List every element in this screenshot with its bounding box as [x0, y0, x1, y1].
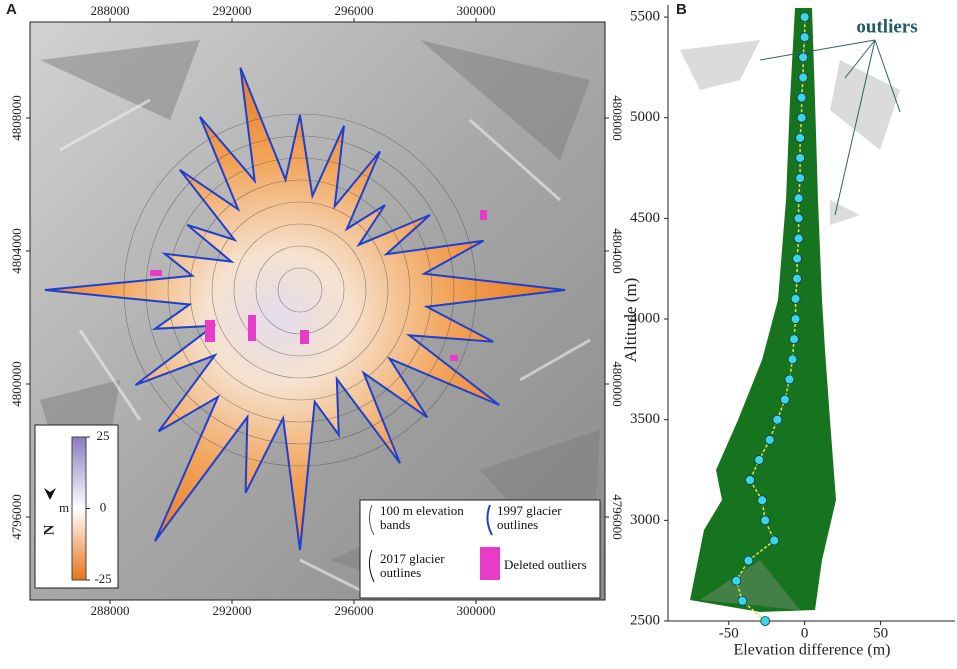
- point: [796, 92, 807, 103]
- panel-label: A: [6, 1, 17, 18]
- x-tick-label: 292000: [212, 3, 251, 18]
- legend-entry: 100 m elevation bands: [380, 503, 464, 532]
- colorbar-tick-label: 25: [97, 428, 110, 443]
- y-axis-title: Altitude (m): [621, 278, 640, 363]
- y-tick-label: 2500: [630, 612, 660, 628]
- outlier-cloud: [680, 40, 900, 610]
- point: [796, 112, 807, 123]
- elevation-band: [211, 201, 389, 379]
- panel-label: B: [676, 1, 687, 18]
- point: [760, 515, 771, 526]
- glacier: [44, 67, 566, 551]
- legend-symbol: [368, 549, 375, 583]
- elevation-band: [277, 267, 323, 313]
- y-tick-label: 4800000: [9, 361, 24, 407]
- y-tick-label: 4808000: [610, 95, 625, 141]
- x-tick-label: 296000: [334, 603, 373, 618]
- legend-entry: 1997 glacier outlines: [497, 503, 562, 532]
- point: [799, 32, 810, 43]
- point: [787, 354, 798, 365]
- y-tick-label: 5500: [630, 9, 660, 25]
- point: [793, 213, 804, 224]
- point: [795, 173, 806, 184]
- point: [737, 595, 748, 606]
- point: [790, 294, 801, 304]
- x-axis-title: Elevation difference (m): [734, 642, 891, 659]
- x-tick-label: -50: [719, 625, 739, 641]
- annotation: outliers: [856, 16, 917, 37]
- y-tick-label: 4800000: [610, 361, 625, 407]
- point: [792, 273, 802, 284]
- point: [769, 535, 780, 546]
- point: [798, 72, 809, 83]
- colorbar: [71, 436, 87, 581]
- ridges: [59, 98, 591, 592]
- x-tick-label: 292000: [212, 603, 251, 618]
- elevation-band: [189, 179, 411, 401]
- point: [798, 52, 809, 63]
- y-tick-label: 3500: [630, 411, 660, 427]
- x-tick-label: 50: [873, 625, 888, 641]
- elevation-band: [123, 113, 477, 467]
- y-tick-label: 4796000: [610, 494, 625, 540]
- point: [789, 334, 799, 345]
- colorbar-tick-label: -25: [94, 571, 111, 586]
- x-tick-label: 296000: [334, 3, 373, 18]
- x-tick-label: 288000: [90, 3, 129, 18]
- x-tick-label: 0: [801, 625, 809, 641]
- y-tick-label: 4804000: [9, 228, 24, 273]
- colorbar-label: m: [59, 500, 69, 515]
- elevation-band: [233, 223, 367, 357]
- x-tick-label: 300000: [456, 3, 495, 18]
- point: [743, 555, 754, 566]
- deleted-outlier: [248, 315, 256, 341]
- y-tick-label: 4500: [630, 210, 660, 226]
- point: [795, 153, 806, 163]
- elevation-band: [145, 135, 455, 445]
- point: [772, 414, 783, 425]
- point: [731, 575, 742, 586]
- y-tick-label: 4796000: [9, 494, 24, 540]
- legend-entry: Deleted outliers: [504, 557, 587, 572]
- point: [792, 253, 802, 264]
- y-tick-label: 4808000: [9, 95, 24, 141]
- legend-symbol: [480, 547, 500, 580]
- legend-entry: 2017 glacier outlines: [380, 551, 445, 580]
- x-tick-label: 300000: [456, 603, 495, 618]
- elevation-band: [167, 157, 433, 423]
- y-tick-label: 4804000: [610, 228, 625, 273]
- point: [793, 233, 804, 244]
- point: [760, 616, 771, 626]
- point: [795, 132, 806, 143]
- point: [754, 455, 765, 465]
- point: [793, 193, 804, 204]
- point: [799, 12, 810, 22]
- deleted-outlier: [150, 270, 162, 276]
- y-tick-label: 3000: [630, 512, 660, 528]
- north-arrow: [44, 488, 56, 500]
- deleted-outlier: [300, 330, 309, 344]
- point: [757, 495, 768, 506]
- north-label: N: [41, 524, 57, 535]
- point: [790, 314, 801, 324]
- point: [764, 434, 775, 445]
- hillshade: [40, 40, 600, 600]
- legend-symbol: [486, 504, 493, 536]
- y-tick-label: 5000: [630, 109, 660, 125]
- x-tick-label: 288000: [90, 603, 129, 618]
- deleted-outlier: [480, 210, 487, 220]
- annotation-arrows: [759, 39, 901, 216]
- point: [784, 374, 795, 385]
- deleted-outlier: [450, 355, 458, 361]
- point: [780, 394, 790, 405]
- colorbar-tick-label: 0: [100, 499, 107, 514]
- y-tick-label: 4000: [630, 310, 660, 326]
- deleted-outlier: [205, 320, 215, 342]
- point: [745, 475, 755, 485]
- legend-symbol: [368, 504, 375, 536]
